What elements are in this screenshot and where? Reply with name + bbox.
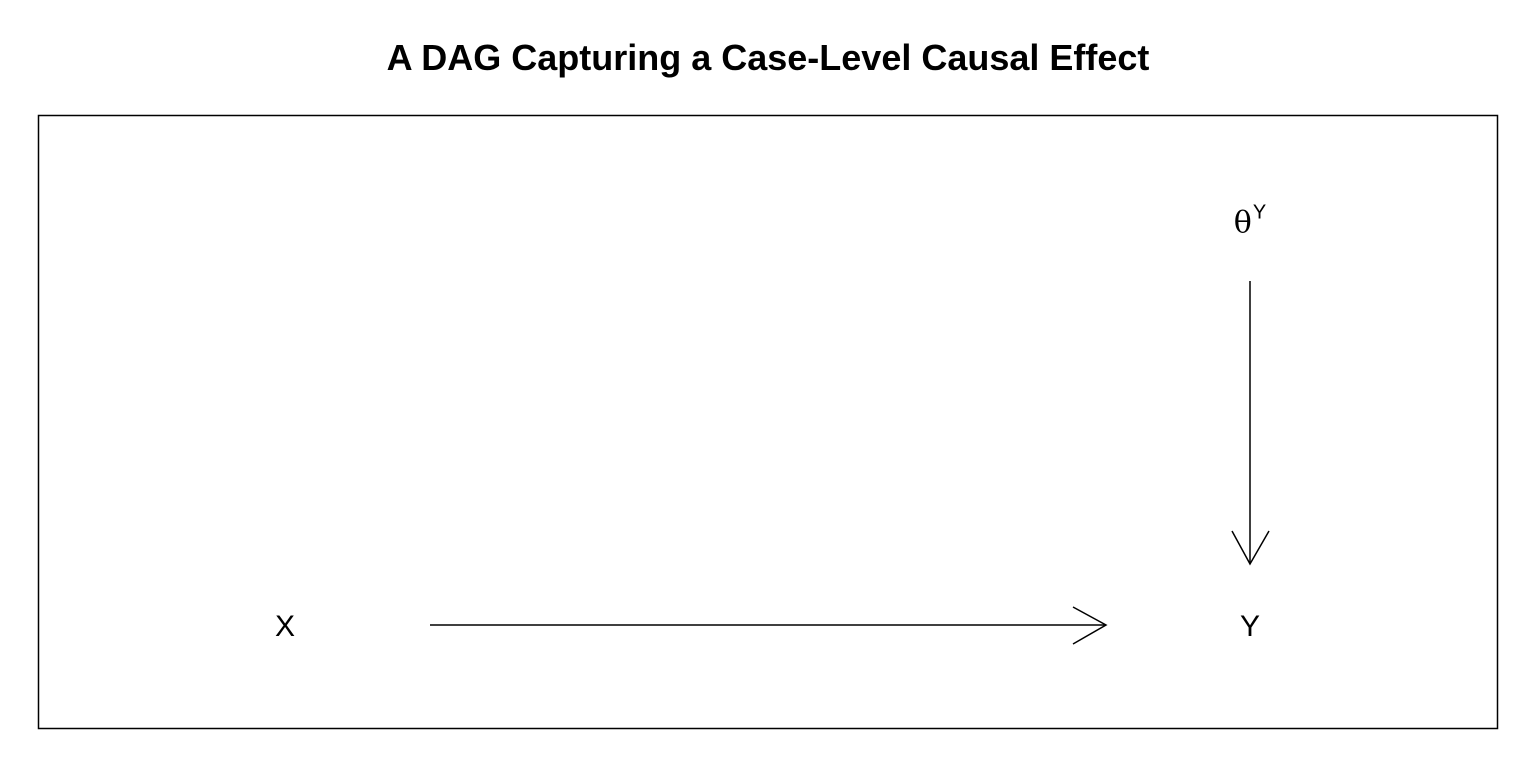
figure-title: A DAG Capturing a Case-Level Causal Effe… xyxy=(386,37,1150,78)
plot-frame xyxy=(37,114,1499,730)
edge-x-to-y xyxy=(430,606,1108,645)
edge-theta-to-y-arrowhead xyxy=(1231,530,1270,566)
edge-x-to-y-arrowhead xyxy=(1072,606,1108,645)
node-theta-superscript: Y xyxy=(1252,201,1267,224)
node-theta-y: θY xyxy=(1233,202,1266,244)
node-y: Y xyxy=(1239,610,1261,643)
node-theta-symbol: θ xyxy=(1233,205,1252,241)
edge-theta-to-y xyxy=(1231,281,1270,566)
node-x: X xyxy=(274,610,296,643)
